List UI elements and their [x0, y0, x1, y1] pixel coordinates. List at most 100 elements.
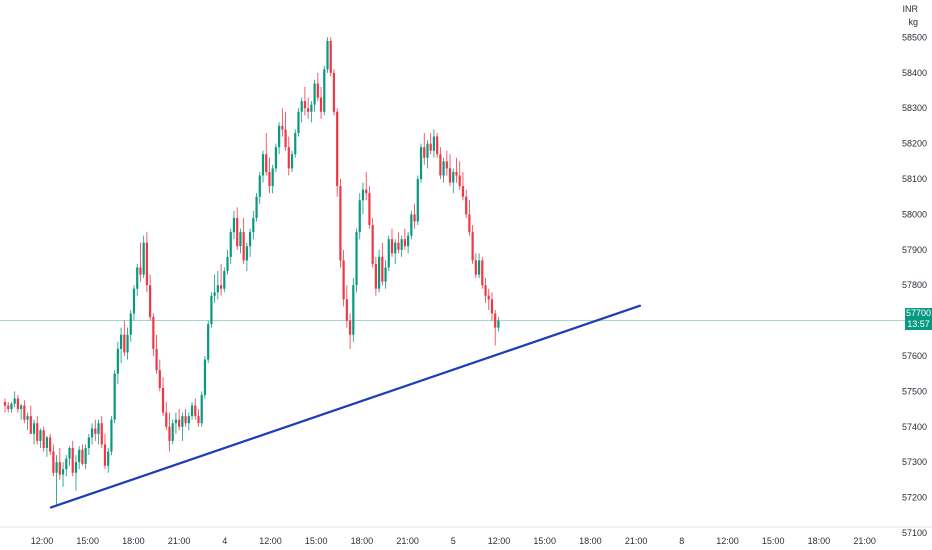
candle [200, 391, 203, 427]
y-tick-label: 57800 [902, 280, 927, 290]
candle-body [313, 83, 316, 105]
candle [110, 416, 113, 456]
candle [84, 444, 87, 470]
candle-body [487, 295, 490, 300]
candle [7, 401, 10, 413]
candle-body [300, 101, 303, 112]
candle [458, 161, 461, 190]
candle [239, 228, 242, 254]
candle [348, 313, 352, 349]
candle [249, 228, 252, 257]
candle [39, 428, 42, 448]
candle [97, 419, 100, 445]
candle [120, 327, 123, 364]
candle [223, 267, 226, 293]
candle-body [239, 232, 242, 247]
candle-body [10, 403, 13, 410]
candlestick-series [3, 37, 500, 507]
candle [339, 179, 342, 268]
x-tick-label: 12:00 [488, 536, 511, 546]
candle-body [365, 189, 368, 194]
candle-body [471, 232, 474, 261]
y-tick-label: 57600 [902, 351, 927, 361]
candle [342, 249, 345, 307]
candle-body [232, 217, 236, 233]
x-axis: 12:00 15:00 18:00 21:00 4 12:00 15:00 18:00 21:0… [0, 526, 932, 546]
trendline-segment[interactable] [49, 304, 642, 509]
candle-body [297, 111, 300, 134]
y-axis: 58500 58400 58300 58200 58100 58000 57900 57800… [902, 32, 927, 537]
candle-body [126, 334, 129, 353]
candle-body [481, 260, 484, 286]
candle [284, 111, 287, 151]
candle [297, 108, 300, 137]
candle-body [352, 285, 355, 335]
candle-body [452, 171, 455, 183]
candle-body [336, 111, 339, 187]
trendline[interactable] [49, 304, 642, 509]
candle [61, 462, 65, 487]
y-tick-label: 57400 [902, 422, 927, 432]
y-tick-label: 58200 [902, 139, 927, 149]
candle-body [497, 320, 500, 328]
candle-body [474, 260, 477, 275]
candle-body [236, 217, 239, 247]
candle [210, 292, 213, 328]
candle-body [132, 288, 136, 314]
candle [129, 309, 132, 342]
candle-body [403, 239, 406, 247]
candle [171, 419, 174, 445]
candle-body [378, 256, 381, 289]
candle [113, 370, 116, 424]
candle-body [187, 416, 190, 424]
candle-body [7, 405, 10, 410]
candle [468, 200, 471, 236]
candle [361, 182, 365, 215]
candle [13, 391, 16, 408]
candle-body [445, 161, 448, 169]
candle [116, 341, 119, 385]
candle [474, 253, 477, 279]
candle [139, 242, 142, 282]
candle [445, 150, 448, 176]
candle-body [161, 387, 165, 413]
candle-body [290, 154, 294, 169]
candle-body [216, 285, 219, 293]
candle-body [197, 416, 200, 424]
candle-body [465, 196, 468, 215]
candle [461, 171, 465, 201]
candle [390, 228, 394, 257]
candle-body [103, 444, 107, 466]
candle-body [407, 235, 410, 247]
candle [400, 235, 403, 257]
candle [36, 416, 39, 445]
candle [274, 143, 277, 172]
candle [236, 207, 239, 250]
candle [45, 435, 49, 457]
candle [197, 409, 200, 427]
candle [407, 232, 410, 254]
candle-body [165, 412, 168, 427]
candle [332, 69, 336, 116]
candle-body [226, 256, 229, 272]
candle [242, 217, 245, 264]
candle [10, 401, 13, 413]
candle-body [100, 423, 103, 445]
candle [365, 171, 368, 201]
candle [190, 401, 194, 420]
candle-body [429, 143, 432, 151]
candle-body [20, 405, 23, 410]
candle-body [123, 334, 126, 353]
candle [184, 409, 187, 427]
candle [484, 278, 487, 303]
candle [100, 416, 103, 448]
candle-body [26, 416, 29, 420]
candle-body [484, 285, 487, 296]
y-tick-label: 58100 [902, 174, 927, 184]
candle [23, 400, 26, 424]
candle [94, 419, 97, 441]
candle [394, 239, 397, 264]
candle-body [326, 41, 329, 70]
candle [255, 193, 258, 222]
